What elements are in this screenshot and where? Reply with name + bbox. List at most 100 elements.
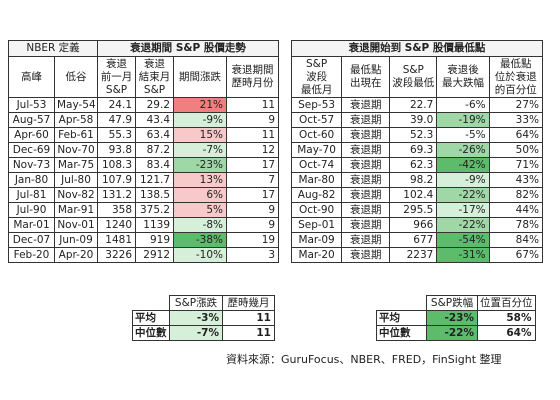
- low-month-cell: Oct-60: [290, 127, 343, 143]
- peak-cell: Feb-20: [8, 247, 55, 263]
- low-month-cell: Oct-74: [290, 157, 343, 173]
- peak-cell: Aug-57: [8, 112, 55, 128]
- sp-low-cell: 2237: [389, 247, 438, 263]
- summary-header-row: S&P漲跌 歷時幾月: [133, 295, 275, 311]
- sp-low-cell: 22.7: [389, 97, 438, 113]
- table-row: Mar-80 衰退期 98.2 -9% 43%: [290, 172, 544, 188]
- pre-sp-cell: 93.8: [97, 142, 137, 158]
- trough-cell: Nov-82: [53, 187, 99, 203]
- pre-sp-cell: 108.3: [97, 157, 137, 173]
- max-drop-cell: -31%: [436, 247, 490, 263]
- trough-cell: Jun-09: [53, 232, 99, 248]
- peak-cell: Jan-80: [8, 172, 55, 188]
- trough-cell: Nov-70: [53, 142, 99, 158]
- recession-to-sp-low-header: 衰退開始到 S&P 股價最低點: [291, 40, 543, 57]
- table-row: Sep-01 衰退期 966 -22% 78%: [290, 217, 544, 233]
- end-sp-cell: 83.4: [135, 157, 175, 173]
- low-month-cell: Aug-82: [290, 187, 343, 203]
- change-cell: 21%: [173, 97, 228, 113]
- trough-cell: May-54: [53, 97, 99, 113]
- summary-months: 11: [222, 325, 275, 341]
- months-cell: 19: [226, 232, 280, 248]
- pre-sp-cell: 358: [97, 202, 137, 218]
- max-drop-cell: -6%: [436, 97, 490, 113]
- column-header: 衰退 結束月 S&P: [135, 56, 175, 98]
- low-month-cell: May-70: [290, 142, 343, 158]
- end-sp-cell: 121.7: [135, 172, 175, 188]
- trough-cell: Nov-01: [53, 217, 99, 233]
- change-cell: 15%: [173, 127, 228, 143]
- trough-cell: Feb-61: [53, 127, 99, 143]
- summary-label: 平均: [132, 310, 170, 326]
- change-cell: -7%: [173, 142, 228, 158]
- percentile-cell: 64%: [488, 127, 544, 143]
- table-row: Mar-09 衰退期 677 -54% 84%: [290, 232, 544, 248]
- summary-drop: -23%: [426, 310, 478, 326]
- pre-sp-cell: 47.9: [97, 112, 137, 128]
- low-occurs-cell: 衰退期: [341, 142, 391, 158]
- pre-sp-cell: 1240: [97, 217, 137, 233]
- sp-low-cell: 295.5: [389, 202, 438, 218]
- sp-low-cell: 102.4: [389, 187, 438, 203]
- summary-label: 平均: [376, 310, 427, 326]
- column-header: 低谷: [53, 56, 99, 98]
- months-cell: 11: [226, 97, 280, 113]
- low-month-cell: Sep-01: [290, 217, 343, 233]
- end-sp-cell: 87.2: [135, 142, 175, 158]
- table-row: Dec-07 Jun-09 1481 919 -38% 19: [8, 232, 280, 248]
- max-drop-cell: -26%: [436, 142, 490, 158]
- end-sp-cell: 63.4: [135, 127, 175, 143]
- blank-cell: [133, 296, 170, 311]
- peak-cell: Dec-07: [8, 232, 55, 248]
- pre-sp-cell: 107.9: [97, 172, 137, 188]
- percentile-cell: 82%: [488, 187, 544, 203]
- peak-cell: Nov-73: [8, 157, 55, 173]
- peak-cell: Jul-81: [8, 187, 55, 203]
- trough-cell: Jul-80: [53, 172, 99, 188]
- summary-row: 中位數 -22% 64%: [376, 325, 536, 341]
- trough-cell: Mar-91: [53, 202, 99, 218]
- table-row: Feb-20 Apr-20 3226 2912 -10% 3: [8, 247, 280, 263]
- low-occurs-cell: 衰退期: [341, 247, 391, 263]
- months-cell: 3: [226, 247, 280, 263]
- max-drop-cell: -42%: [436, 157, 490, 173]
- trough-cell: Mar-75: [53, 157, 99, 173]
- low-occurs-cell: 衰退期: [341, 97, 391, 113]
- table-row: Aug-82 衰退期 102.4 -22% 82%: [290, 187, 544, 203]
- sp-low-cell: 62.3: [389, 157, 438, 173]
- peak-cell: Mar-01: [8, 217, 55, 233]
- max-drop-cell: -22%: [436, 187, 490, 203]
- column-header: 高峰: [8, 56, 55, 98]
- max-drop-cell: -54%: [436, 232, 490, 248]
- low-month-cell: Mar-80: [290, 172, 343, 188]
- column-header: 衰退期間 歷時月份: [226, 56, 280, 98]
- sp-low-cell: 52.3: [389, 127, 438, 143]
- table-row: Jan-80 Jul-80 107.9 121.7 13% 7: [8, 172, 280, 188]
- low-occurs-cell: 衰退期: [341, 157, 391, 173]
- low-occurs-cell: 衰退期: [341, 217, 391, 233]
- max-drop-cell: -5%: [436, 127, 490, 143]
- months-cell: 17: [226, 157, 280, 173]
- max-drop-cell: -9%: [436, 172, 490, 188]
- left-summary-table: S&P漲跌 歷時幾月 平均 -3% 11 中位數 -7% 11: [132, 295, 275, 341]
- change-cell: 5%: [173, 202, 228, 218]
- percentile-cell: 33%: [488, 112, 544, 128]
- right-summary-table: S&P跌幅 位置百分位 平均 -23% 58% 中位數 -22% 64%: [376, 295, 536, 341]
- change-cell: -8%: [173, 217, 228, 233]
- summary-change: -3%: [169, 310, 223, 326]
- trough-cell: Apr-20: [53, 247, 99, 263]
- peak-cell: Apr-60: [8, 127, 55, 143]
- table-row: May-70 衰退期 69.3 -26% 50%: [290, 142, 544, 158]
- peak-cell: Jul-90: [8, 202, 55, 218]
- summary-row: 平均 -23% 58%: [376, 310, 536, 326]
- months-cell: 9: [226, 217, 280, 233]
- low-month-cell: Mar-20: [290, 247, 343, 263]
- trough-cell: Apr-58: [53, 112, 99, 128]
- months-cell: 11: [226, 127, 280, 143]
- table-row: Sep-53 衰退期 22.7 -6% 27%: [290, 97, 544, 113]
- sp-low-cell: 98.2: [389, 172, 438, 188]
- months-cell: 12: [226, 142, 280, 158]
- recession-sp-trend-header: 衰退期間 S&P 股價走勢: [97, 40, 280, 57]
- peak-cell: Dec-69: [8, 142, 55, 158]
- percentile-cell: 44%: [488, 202, 544, 218]
